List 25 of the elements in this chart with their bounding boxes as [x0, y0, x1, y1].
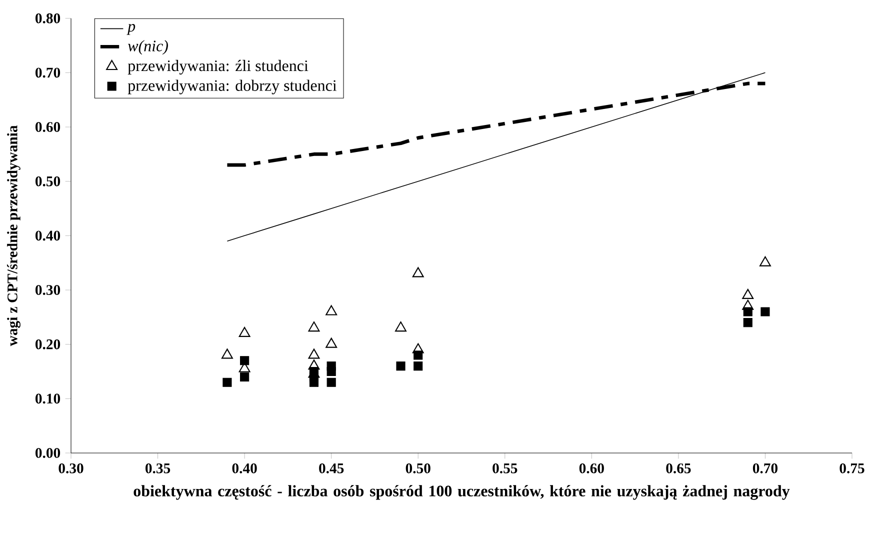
y-tick-label: 0.50 — [36, 176, 60, 186]
x-tick-label: 0.30 — [58, 463, 84, 474]
x-tick-label: 0.65 — [666, 463, 691, 474]
x-tick-label: 0.45 — [319, 463, 344, 474]
y-tick-label: 0.80 — [36, 13, 60, 24]
y-axis-title: wagi z CPT/średnie przewidywania — [7, 125, 20, 346]
legend-label: przewidywania: źli studenci — [128, 60, 308, 74]
x-tick-label: 0.55 — [492, 463, 518, 474]
x-tick-label: 0.75 — [840, 463, 864, 474]
x-tick-label: 0.35 — [146, 463, 170, 474]
y-tick-label: 0.00 — [36, 448, 60, 458]
y-tick-label: 0.40 — [36, 230, 60, 241]
legend-label: w(nic) — [128, 40, 168, 55]
y-tick-label: 0.30 — [36, 285, 60, 295]
x-tick-label: 0.40 — [232, 463, 257, 474]
y-tick-label: 0.20 — [36, 339, 60, 350]
y-tick-label: 0.70 — [36, 68, 60, 78]
y-tick-label: 0.60 — [36, 122, 60, 132]
legend-label: przewidywania: dobrzy studenci — [128, 80, 337, 94]
legend-label: p — [126, 24, 136, 35]
x-axis-title: obiektywna częstość - liczba osób spośród 100 uczestników, które nie uzyskają żadnej nagrody — [134, 485, 790, 500]
x-tick-label: 0.70 — [752, 463, 778, 474]
x-tick-label: 0.50 — [406, 463, 430, 474]
y-tick-label: 0.10 — [36, 394, 60, 404]
x-tick-label: 0.60 — [579, 463, 604, 474]
